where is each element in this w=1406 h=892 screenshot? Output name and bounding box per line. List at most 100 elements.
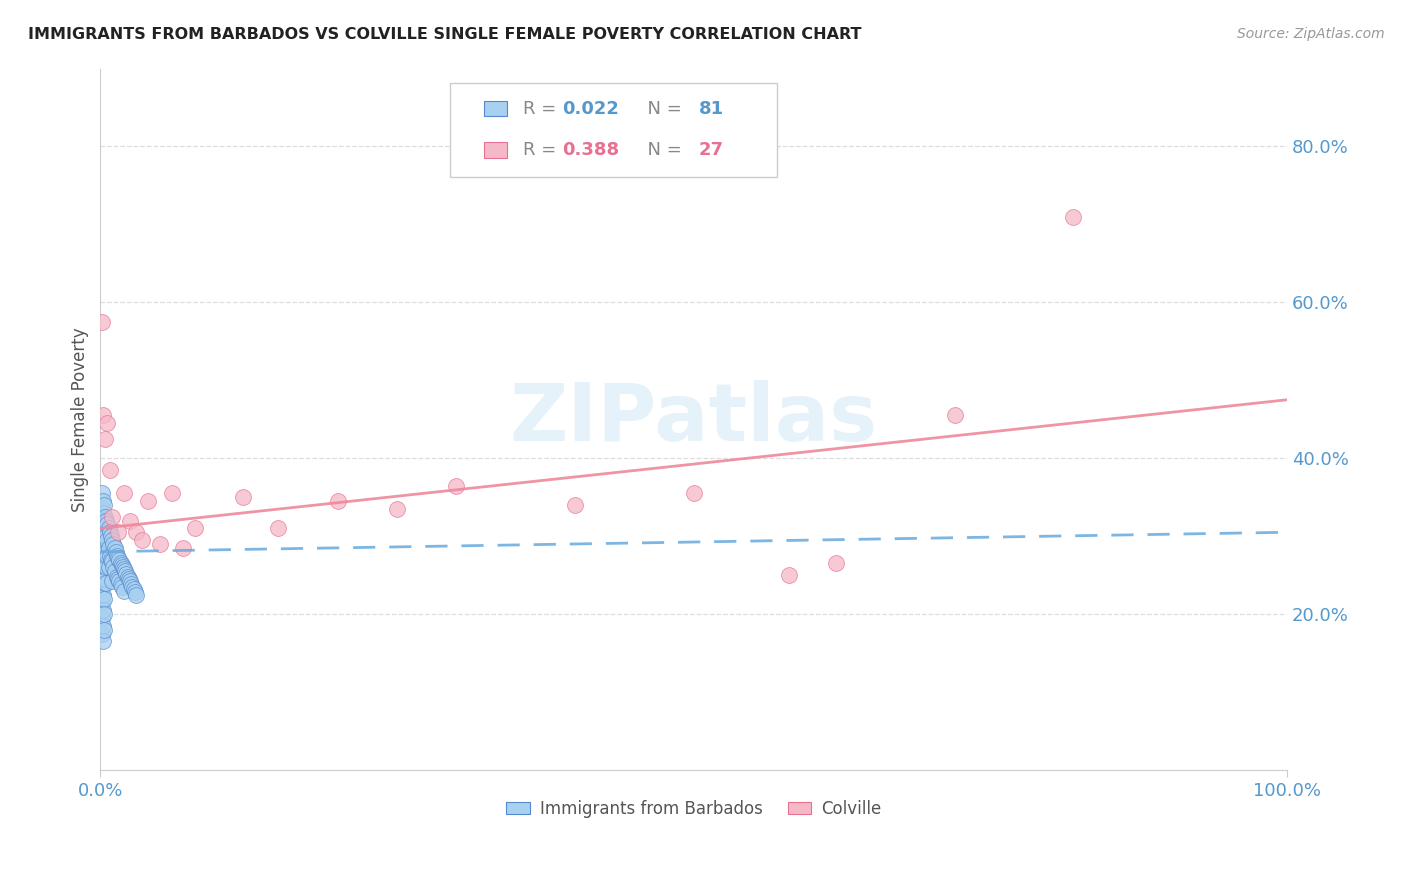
Point <box>91 634 114 648</box>
Point <box>91 603 114 617</box>
Text: ZIPatlas: ZIPatlas <box>509 380 877 458</box>
Text: IMMIGRANTS FROM BARBADOS VS COLVILLE SINGLE FEMALE POVERTY CORRELATION CHART: IMMIGRANTS FROM BARBADOS VS COLVILLE SIN… <box>28 27 862 42</box>
Point <box>112 486 135 500</box>
Point <box>124 585 146 599</box>
Text: 0.022: 0.022 <box>562 100 619 118</box>
Point <box>98 463 121 477</box>
Point <box>91 529 114 543</box>
Point <box>104 541 127 555</box>
Point <box>96 576 118 591</box>
Point <box>564 498 586 512</box>
Legend: Immigrants from Barbados, Colville: Immigrants from Barbados, Colville <box>499 794 887 825</box>
Point <box>115 566 138 581</box>
Point <box>91 517 114 532</box>
Point <box>108 553 131 567</box>
Point <box>125 525 148 540</box>
Point <box>90 517 112 532</box>
Point <box>93 607 115 621</box>
Point <box>104 545 127 559</box>
Point <box>96 545 118 559</box>
Point <box>825 557 848 571</box>
Point <box>100 529 122 543</box>
Point <box>110 576 132 591</box>
Text: 27: 27 <box>699 141 724 159</box>
Point <box>90 486 112 500</box>
Text: 0.388: 0.388 <box>562 141 619 159</box>
Point <box>149 537 172 551</box>
Point <box>101 533 124 547</box>
Text: R =: R = <box>523 141 562 159</box>
Point <box>90 502 112 516</box>
FancyBboxPatch shape <box>484 101 508 116</box>
Text: N =: N = <box>636 141 688 159</box>
Point <box>96 416 118 430</box>
Point <box>105 570 128 584</box>
Point <box>385 502 408 516</box>
Point <box>94 509 117 524</box>
Point <box>93 545 115 559</box>
Point <box>91 588 114 602</box>
Point <box>118 574 141 589</box>
Point <box>122 582 145 597</box>
Point <box>90 595 112 609</box>
Point <box>93 623 115 637</box>
Point <box>184 521 207 535</box>
Point <box>96 517 118 532</box>
Point <box>160 486 183 500</box>
Point <box>120 577 142 591</box>
Point <box>101 509 124 524</box>
Point <box>1062 210 1084 224</box>
Point <box>98 549 121 563</box>
Point <box>96 529 118 543</box>
Point <box>94 557 117 571</box>
Point <box>91 572 114 586</box>
Point <box>108 574 131 589</box>
Point <box>107 551 129 566</box>
Point <box>107 525 129 540</box>
Point <box>90 580 112 594</box>
Point <box>103 537 125 551</box>
Point <box>232 490 254 504</box>
Point <box>125 588 148 602</box>
Point <box>91 409 114 423</box>
Point <box>94 572 117 586</box>
Y-axis label: Single Female Poverty: Single Female Poverty <box>72 327 89 512</box>
Point <box>96 514 118 528</box>
Point <box>100 552 122 566</box>
Point <box>97 560 120 574</box>
Point <box>90 315 112 329</box>
Point <box>110 556 132 570</box>
Point <box>91 541 114 555</box>
Point <box>97 541 120 555</box>
Text: N =: N = <box>636 100 688 118</box>
Point <box>101 554 124 568</box>
Point <box>111 580 134 594</box>
Point <box>93 560 115 574</box>
Point <box>118 514 141 528</box>
Point <box>94 432 117 446</box>
Point <box>103 560 125 574</box>
Point <box>114 564 136 578</box>
Point <box>943 409 966 423</box>
Text: R =: R = <box>523 100 562 118</box>
Point <box>93 576 115 591</box>
Point <box>94 525 117 540</box>
Point <box>96 533 118 547</box>
Point <box>446 478 468 492</box>
Point <box>107 572 129 586</box>
Point <box>682 486 704 500</box>
Point <box>90 533 112 547</box>
Point <box>97 521 120 535</box>
Point <box>96 549 118 563</box>
Point <box>778 568 800 582</box>
Point <box>91 557 114 571</box>
Point <box>104 564 127 578</box>
Point <box>105 549 128 563</box>
Point <box>111 560 134 574</box>
Point <box>93 498 115 512</box>
Text: 81: 81 <box>699 100 724 118</box>
Text: Source: ZipAtlas.com: Source: ZipAtlas.com <box>1237 27 1385 41</box>
Point <box>93 591 115 606</box>
Point <box>121 580 143 594</box>
FancyBboxPatch shape <box>450 83 776 178</box>
